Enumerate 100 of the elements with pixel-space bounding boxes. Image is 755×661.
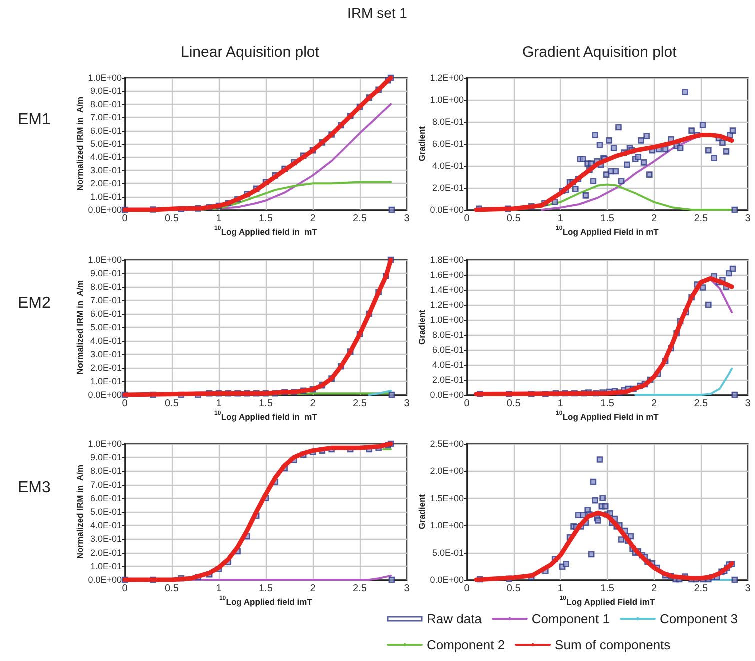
y-tick-label: 1.5E+00	[430, 493, 464, 504]
x-tick-label: 3	[745, 584, 752, 594]
y-tick-label: 6.0E-01	[90, 493, 122, 504]
y-tick-label: 5.0E-01	[90, 507, 122, 517]
legend-label: Component 3	[660, 612, 738, 626]
x-tick-label: 1	[216, 398, 222, 410]
x-tick-label: 2.5	[694, 398, 709, 410]
y-axis-title: Normalized IRM in A/m	[74, 464, 85, 560]
y-tick-label: 1.0E+00	[88, 255, 122, 265]
y-tick-label: 4.0E-01	[432, 161, 464, 171]
y-tick-label: 2.0E+00	[430, 466, 464, 476]
x-tick-label: 0.5	[506, 398, 522, 410]
y-tick-label: 1.2E+00	[430, 300, 464, 310]
y-tick-label: 9.0E-01	[90, 86, 122, 96]
x-tick-label: 1.5	[600, 584, 615, 594]
x-tick-label: 0.5	[165, 584, 180, 594]
x-tick-label: 1	[216, 214, 222, 224]
x-tick-label: 0.5	[506, 214, 522, 224]
y-tick-label: 9.0E-01	[90, 452, 122, 463]
y-tick-label: 1.6E+00	[430, 270, 464, 280]
x-tick-label: 1.5	[259, 584, 274, 594]
x-tick-label: 0.5	[165, 398, 180, 410]
y-tick-label: 7.0E-01	[90, 112, 122, 123]
x-tick-label: 3	[404, 214, 410, 224]
x-tick-label: 2.5	[353, 584, 368, 594]
y-tick-label: 1.0E-01	[90, 561, 122, 572]
y-tick-label: 4.0E-01	[90, 336, 122, 346]
y-tick-label: 1.0E+00	[88, 439, 122, 449]
y-tick-label: 4.0E-01	[90, 520, 122, 531]
x-tick-label: 2	[652, 214, 658, 224]
y-tick-label: 2.0E-01	[432, 183, 464, 193]
y-tick-label: 0.0E+00	[88, 390, 122, 400]
y-tick-label: 8.0E-01	[90, 466, 122, 476]
y-tick-label: 4.0E-01	[90, 152, 122, 162]
legend-label: Component 1	[532, 612, 610, 626]
x-tick-label: 0.5	[506, 584, 522, 594]
x-tick-label: 0	[122, 214, 128, 224]
x-tick-label: 1.5	[600, 214, 615, 224]
y-axis-title: Normalized IRM in A/m	[74, 96, 85, 192]
y-tick-label: 4.0E-01	[432, 360, 464, 370]
y-axis-title: Gradient	[416, 126, 427, 162]
y-tick-label: 6.0E-01	[432, 139, 464, 149]
y-tick-label: 2.0E-01	[90, 548, 122, 558]
y-tick-label: 6.0E-01	[90, 309, 122, 319]
y-tick-label: 2.0E-01	[90, 178, 122, 189]
y-tick-label: 3.0E-01	[90, 534, 122, 544]
y-tick-label: 5.0E-01	[432, 548, 464, 558]
x-tick-label: 1	[558, 398, 564, 410]
y-tick-label: 0.0E+00	[430, 205, 464, 215]
y-tick-label: 0.0E+00	[88, 575, 122, 585]
chart-title: Linear Aquisition plot	[181, 44, 320, 61]
y-tick-label: 2.0E-01	[432, 375, 464, 385]
y-axis-title: Gradient	[416, 494, 427, 530]
x-tick-label: 2	[652, 398, 658, 410]
y-tick-label: 1.8E+00	[430, 255, 464, 265]
y-tick-label: 9.0E-01	[90, 268, 122, 278]
y-tick-label: 2.0E-01	[90, 363, 122, 373]
x-tick-label: 1.5	[600, 398, 615, 410]
x-tick-label: 2	[310, 584, 316, 594]
y-tick-label: 1.0E-01	[90, 192, 122, 202]
x-tick-label: 2	[310, 398, 316, 410]
text: EM2	[18, 295, 51, 312]
legend-label: Raw data	[427, 612, 483, 626]
y-tick-label: 0.0E+00	[430, 390, 464, 400]
y-tick-label: 1.0E+00	[430, 520, 464, 531]
y-tick-label: 1.4E+00	[430, 285, 464, 295]
x-tick-label: 3	[745, 398, 752, 410]
y-tick-label: 1.0E+00	[88, 73, 122, 83]
x-tick-label: 0	[122, 398, 128, 410]
y-axis-title: Gradient	[416, 310, 427, 345]
y-tick-label: 6.0E-01	[90, 126, 122, 136]
y-tick-label: 8.0E-01	[90, 282, 122, 292]
x-tick-label: 0.5	[165, 214, 180, 224]
x-tick-label: 2.5	[694, 584, 709, 594]
x-tick-label: 0	[464, 398, 470, 410]
y-tick-label: 0.0E+00	[430, 575, 464, 585]
x-tick-label: 3	[404, 398, 410, 410]
x-tick-label: 1.5	[259, 214, 274, 224]
y-axis-title: Normalized IRM in A/m	[74, 280, 85, 375]
y-tick-label: 6.0E-01	[432, 345, 464, 355]
y-tick-label: 2.5E+00	[430, 439, 464, 449]
x-tick-label: 1	[558, 214, 564, 224]
y-tick-label: 8.0E-01	[432, 117, 464, 127]
legend-label: Sum of components	[555, 638, 672, 652]
x-tick-label: 2	[652, 584, 658, 594]
y-tick-label: 0.0E+00	[88, 205, 122, 215]
x-tick-label: 0	[122, 584, 128, 594]
text: EM3	[18, 480, 51, 496]
x-tick-label: 2.5	[694, 214, 709, 224]
y-tick-label: 1.2E+00	[430, 73, 464, 83]
x-tick-label: 0	[464, 214, 470, 224]
chart-title: Gradient Aquisition plot	[522, 44, 678, 61]
y-tick-label: 5.0E-01	[90, 322, 122, 332]
y-tick-label: 1.0E-01	[90, 376, 122, 386]
x-tick-label: 3	[404, 584, 410, 594]
x-tick-label: 1	[216, 584, 222, 594]
x-tick-label: 2.5	[353, 398, 368, 410]
x-tick-label: 0	[464, 584, 470, 594]
legend-label: Component 2	[427, 638, 506, 652]
y-tick-label: 7.0E-01	[90, 480, 122, 490]
